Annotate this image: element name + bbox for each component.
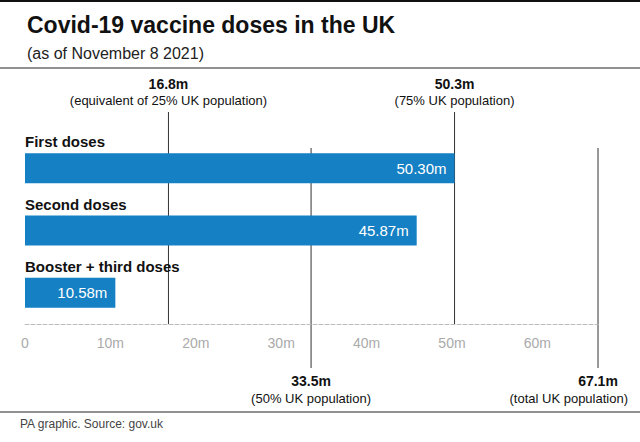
svg-text:40m: 40m [353, 335, 380, 351]
svg-text:60m: 60m [524, 335, 551, 351]
svg-text:(75% UK population): (75% UK population) [395, 93, 515, 108]
svg-text:Booster + third doses: Booster + third doses [25, 258, 180, 275]
svg-text:67.1m: 67.1m [578, 373, 618, 389]
svg-text:50.3m: 50.3m [435, 76, 475, 92]
svg-text:33.5m: 33.5m [291, 373, 331, 389]
svg-text:(equivalent of 25% UK populati: (equivalent of 25% UK population) [70, 93, 267, 108]
svg-text:Second doses: Second doses [25, 196, 127, 213]
svg-text:16.8m: 16.8m [149, 76, 189, 92]
svg-text:30m: 30m [268, 335, 295, 351]
svg-text:(50% UK population): (50% UK population) [251, 391, 371, 406]
svg-text:(as of November 8 2021): (as of November 8 2021) [27, 45, 204, 62]
svg-text:PA graphic. Source: gov.uk: PA graphic. Source: gov.uk [20, 417, 164, 431]
svg-text:(total UK population): (total UK population) [509, 391, 628, 406]
svg-text:20m: 20m [182, 335, 209, 351]
svg-text:50.30m: 50.30m [396, 160, 446, 177]
svg-text:First doses: First doses [25, 133, 105, 150]
svg-text:0: 0 [21, 335, 29, 351]
svg-text:Covid-19 vaccine doses in the: Covid-19 vaccine doses in the UK [27, 12, 396, 38]
svg-text:50m: 50m [438, 335, 465, 351]
svg-text:10.58m: 10.58m [57, 284, 107, 301]
svg-text:10m: 10m [97, 335, 124, 351]
svg-text:45.87m: 45.87m [359, 222, 409, 239]
